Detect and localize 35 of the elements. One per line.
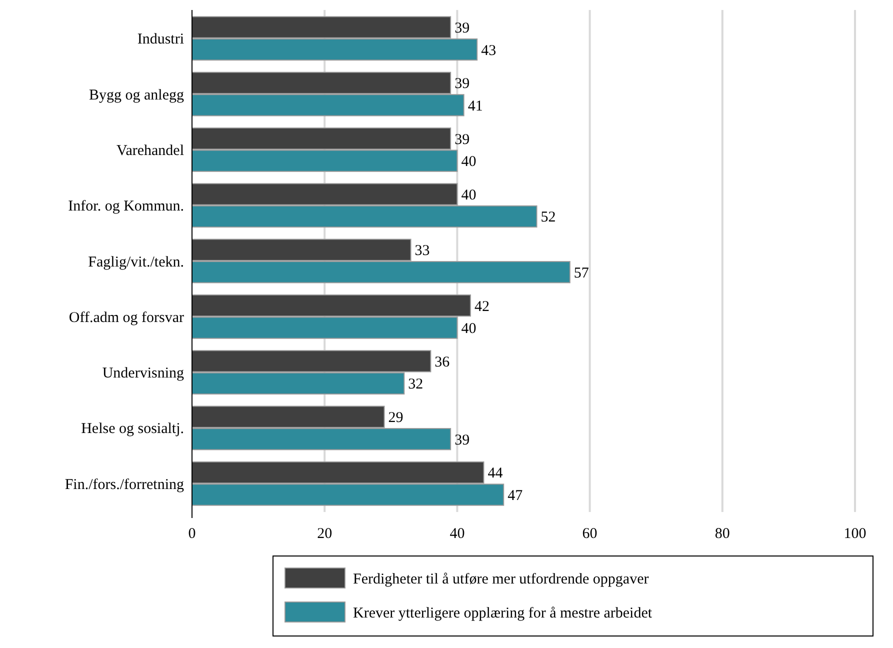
y-tick-label: Infor. og Kommun. bbox=[68, 198, 184, 215]
data-label: 57 bbox=[574, 265, 590, 282]
y-tick-label: Off.adm og forsvar bbox=[68, 310, 184, 326]
data-label: 33 bbox=[414, 243, 430, 260]
data-label: 40 bbox=[461, 321, 476, 338]
data-label: 41 bbox=[468, 98, 483, 114]
legend-label: Krever ytterligere opplæring for å mestre arbeidet bbox=[353, 605, 653, 622]
legend-label: Ferdigheter til å utføre mer utfordrende oppgaver bbox=[353, 571, 649, 588]
data-label: 39 bbox=[454, 132, 470, 148]
x-tick-label: 20 bbox=[317, 526, 332, 542]
data-label: 29 bbox=[388, 410, 404, 426]
x-tick-label: 80 bbox=[714, 526, 730, 542]
data-label: 39 bbox=[454, 432, 470, 448]
data-label: 36 bbox=[434, 354, 450, 370]
data-label: 39 bbox=[454, 20, 470, 37]
y-tick-label: Fin./fors./forretning bbox=[64, 476, 184, 493]
data-label: 44 bbox=[488, 466, 504, 482]
x-tick-label: 40 bbox=[450, 526, 465, 542]
data-label: 43 bbox=[481, 42, 496, 59]
data-label: 40 bbox=[461, 154, 476, 170]
x-tick-label: 60 bbox=[582, 526, 598, 542]
y-tick-label: Varehandel bbox=[116, 142, 184, 159]
x-tick-label: 0 bbox=[188, 526, 196, 542]
x-tick-label: 100 bbox=[844, 526, 866, 542]
y-tick-label: Undervisning bbox=[102, 366, 184, 382]
y-tick-label: Bygg og anlegg bbox=[89, 87, 184, 104]
data-label: 32 bbox=[408, 376, 424, 393]
data-label: 42 bbox=[474, 298, 490, 315]
data-label: 52 bbox=[540, 210, 556, 226]
data-label: 39 bbox=[454, 76, 470, 92]
y-tick-label: Faglig/vit./tekn. bbox=[88, 254, 184, 270]
data-label: 47 bbox=[508, 488, 524, 504]
y-tick-label: Industri bbox=[137, 32, 184, 48]
y-tick-label: Helse og sosialtj. bbox=[81, 421, 184, 438]
data-label: 40 bbox=[461, 187, 476, 204]
